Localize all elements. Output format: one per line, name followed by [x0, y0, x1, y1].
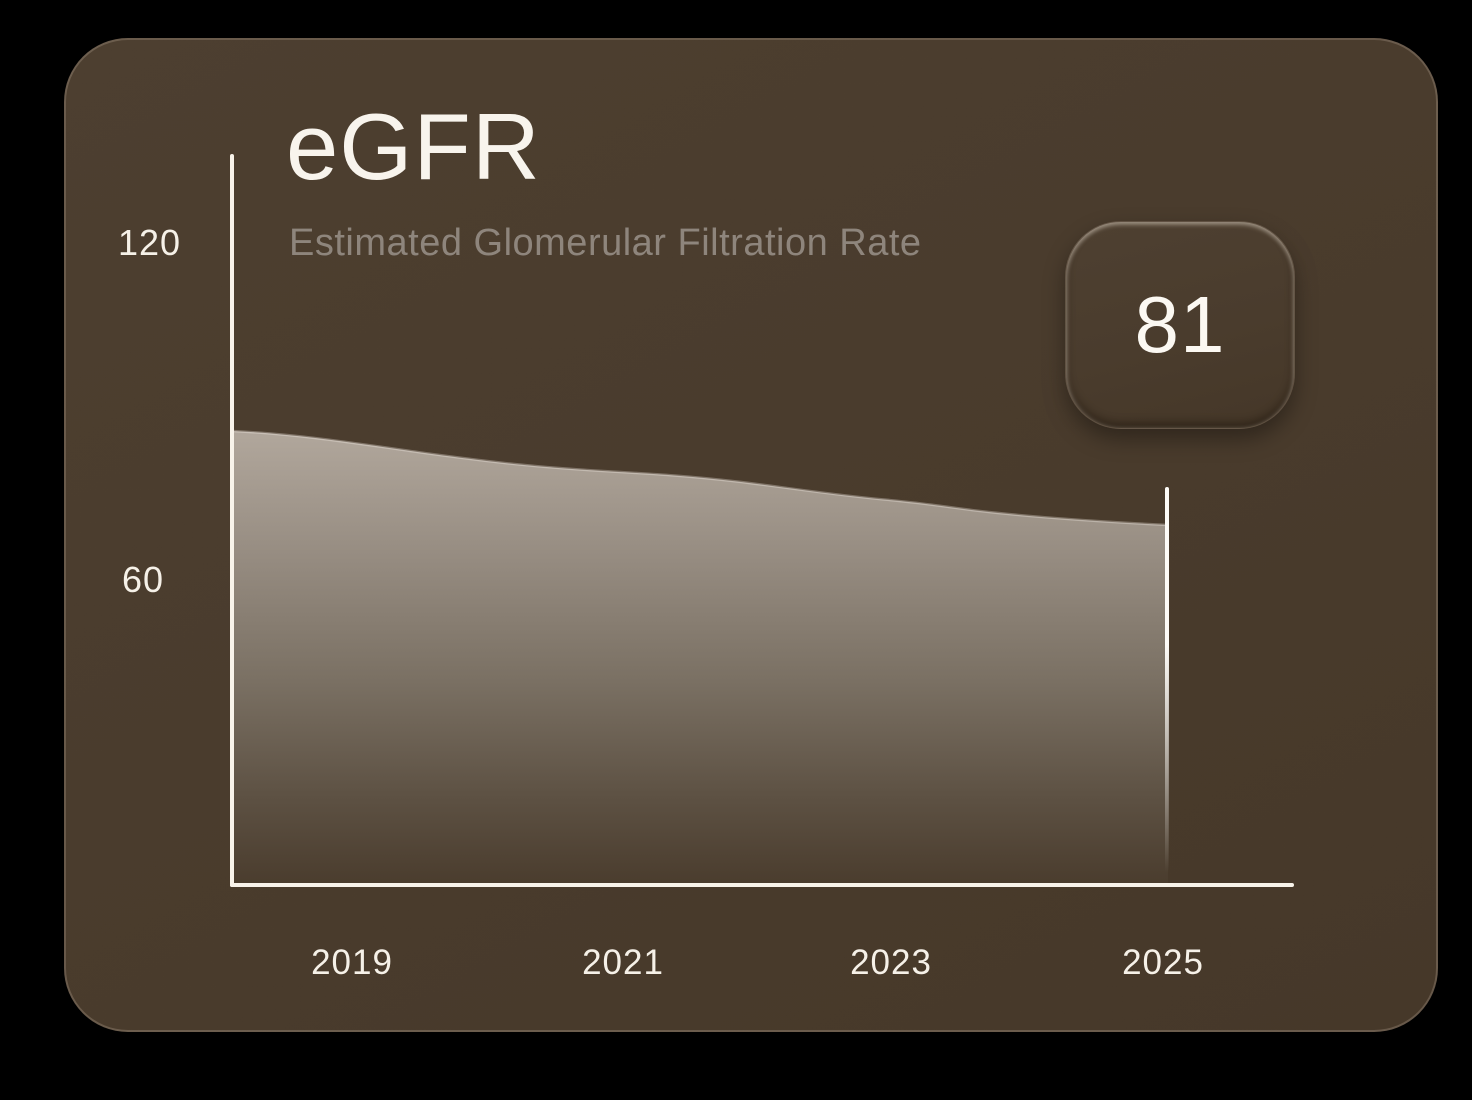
x-tick-2025: 2025: [1122, 943, 1204, 982]
x-tick-2023: 2023: [850, 943, 932, 982]
current-value-marker-line: [1165, 487, 1169, 880]
x-tick-2021: 2021: [582, 943, 664, 982]
egfr-chart-card: eGFR Estimated Glomerular Filtration Rat…: [64, 38, 1438, 1032]
current-value-badge[interactable]: 81: [1065, 221, 1295, 429]
y-tick-120: 120: [118, 222, 182, 263]
chart-title: eGFR: [286, 94, 541, 199]
y-axis-line: [230, 154, 234, 887]
y-tick-60: 60: [122, 559, 165, 600]
x-axis-line: [230, 883, 1294, 887]
x-tick-2019: 2019: [311, 943, 393, 982]
area-fill: [232, 431, 1168, 886]
chart-subtitle: Estimated Glomerular Filtration Rate: [289, 222, 922, 264]
area-top-edge: [231, 429, 1169, 527]
current-value-number: 81: [1134, 280, 1226, 369]
